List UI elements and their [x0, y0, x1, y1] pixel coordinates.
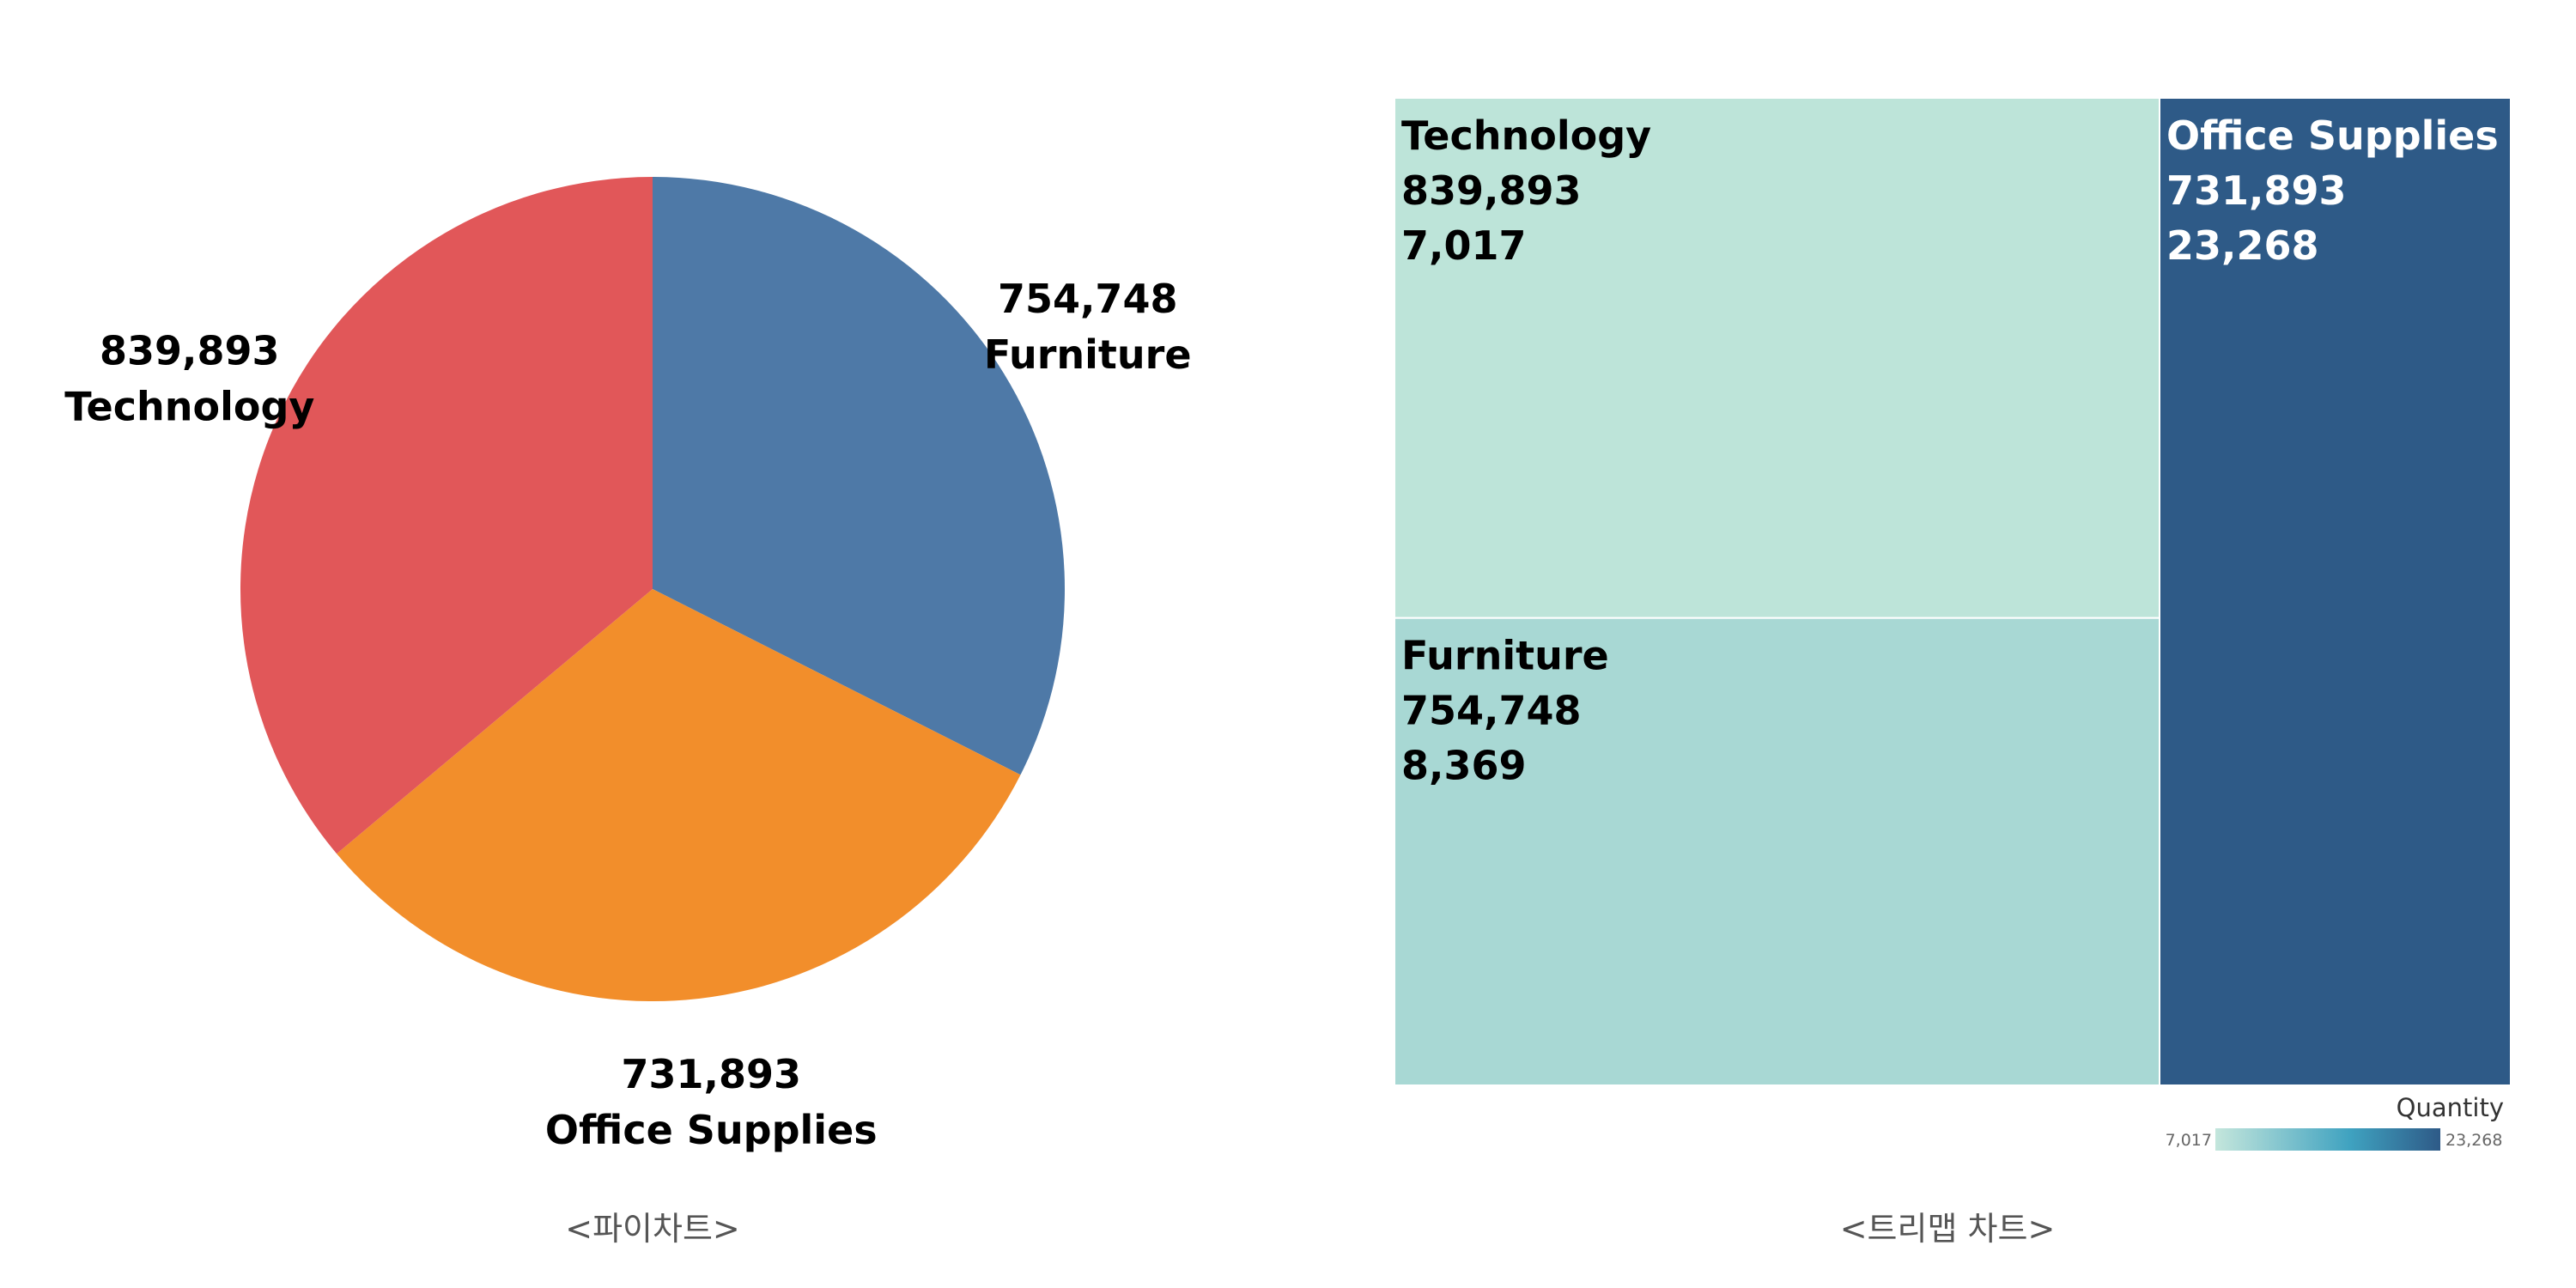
treemap-quantity-label-technology: 7,017: [1401, 222, 1527, 269]
legend-title: Quantity: [2397, 1093, 2504, 1122]
pie-slice-technology: [240, 177, 653, 854]
pie-value-label-furniture: 754,748: [998, 276, 1178, 322]
quantity-legend: Quantity 7,017 23,268: [2166, 1093, 2504, 1151]
pie-name-label-office-supplies: Office Supplies: [545, 1107, 878, 1153]
treemap-quantity-label-furniture: 8,369: [1401, 743, 1527, 789]
pie-chart-caption: <파이차트>: [565, 1210, 740, 1248]
pie-name-label-furniture: Furniture: [984, 331, 1192, 378]
treemap-name-label-office-supplies: Office Supplies: [2166, 112, 2499, 159]
treemap-cell-office-supplies: [2159, 97, 2512, 1086]
treemap-name-label-furniture: Furniture: [1401, 633, 1609, 679]
legend-gradient-bar: [2215, 1128, 2440, 1151]
pie-value-label-office-supplies: 731,893: [622, 1051, 802, 1097]
treemap-name-label-technology: Technology: [1401, 112, 1651, 159]
treemap-cell-technology: [1394, 97, 2160, 619]
treemap-cell-furniture: [1394, 617, 2160, 1086]
pie-chart: 754,748 Furniture 731,893 Office Supplies 83…: [64, 176, 1192, 1153]
treemap-chart: Technology 839,893 7,017 Furniture 754,748 8,…: [1394, 97, 2512, 1086]
pie-slice-office-supplies: [337, 589, 1021, 1002]
legend-max-label: 23,268: [2445, 1131, 2502, 1150]
treemap-size-label-office-supplies: 731,893: [2166, 167, 2347, 214]
treemap-size-label-technology: 839,893: [1401, 167, 1582, 214]
pie-value-label-technology: 839,893: [100, 327, 280, 374]
treemap-size-label-furniture: 754,748: [1401, 688, 1582, 734]
pie-slice-furniture: [653, 176, 1066, 775]
legend-min-label: 7,017: [2166, 1131, 2212, 1150]
treemap-quantity-label-office-supplies: 23,268: [2166, 222, 2319, 269]
pie-name-label-technology: Technology: [64, 383, 314, 429]
treemap-chart-caption: <트리맵 차트>: [1840, 1210, 2056, 1248]
